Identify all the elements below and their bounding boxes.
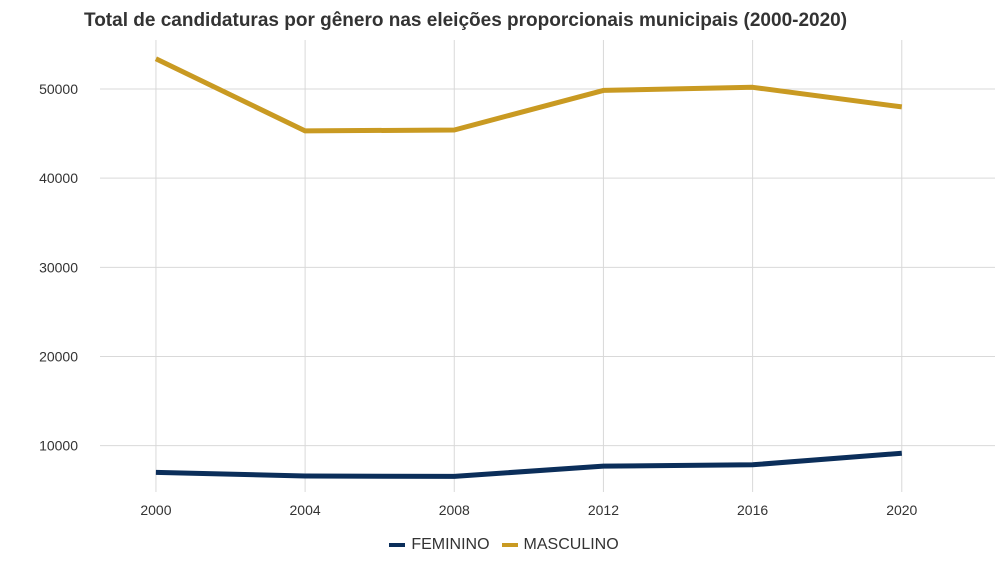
y-tick-label: 20000	[39, 348, 78, 364]
legend-item-feminino: FEMININO	[389, 536, 490, 554]
legend: FEMININO MASCULINO	[0, 536, 1008, 554]
series-line-feminino	[155, 450, 902, 479]
legend-item-masculino: MASCULINO	[501, 536, 619, 554]
chart-title: Total de candidaturas por gênero nas ele…	[84, 10, 848, 31]
x-tick-label: 2000	[140, 502, 171, 518]
series-line-masculino	[154, 56, 903, 134]
x-tick-label: 2008	[439, 502, 470, 518]
y-tick-label: 30000	[39, 259, 78, 275]
y-tick-label: 40000	[39, 170, 78, 186]
y-axis-ticks: 10000 20000 30000 40000 50000	[39, 81, 78, 454]
x-tick-label: 2016	[737, 502, 768, 518]
x-tick-label: 2020	[886, 502, 917, 518]
grid-lines	[100, 40, 995, 492]
legend-swatch	[389, 543, 406, 547]
series-lines	[154, 56, 903, 479]
y-tick-label: 10000	[39, 438, 78, 454]
x-tick-label: 2012	[588, 502, 619, 518]
x-axis-ticks: 2000 2004 2008 2012 2016 2020	[140, 502, 917, 518]
x-tick-label: 2004	[290, 502, 321, 518]
legend-label: MASCULINO	[523, 536, 619, 553]
y-tick-label: 50000	[39, 81, 78, 97]
legend-swatch	[501, 543, 518, 547]
legend-label: FEMININO	[411, 536, 490, 553]
